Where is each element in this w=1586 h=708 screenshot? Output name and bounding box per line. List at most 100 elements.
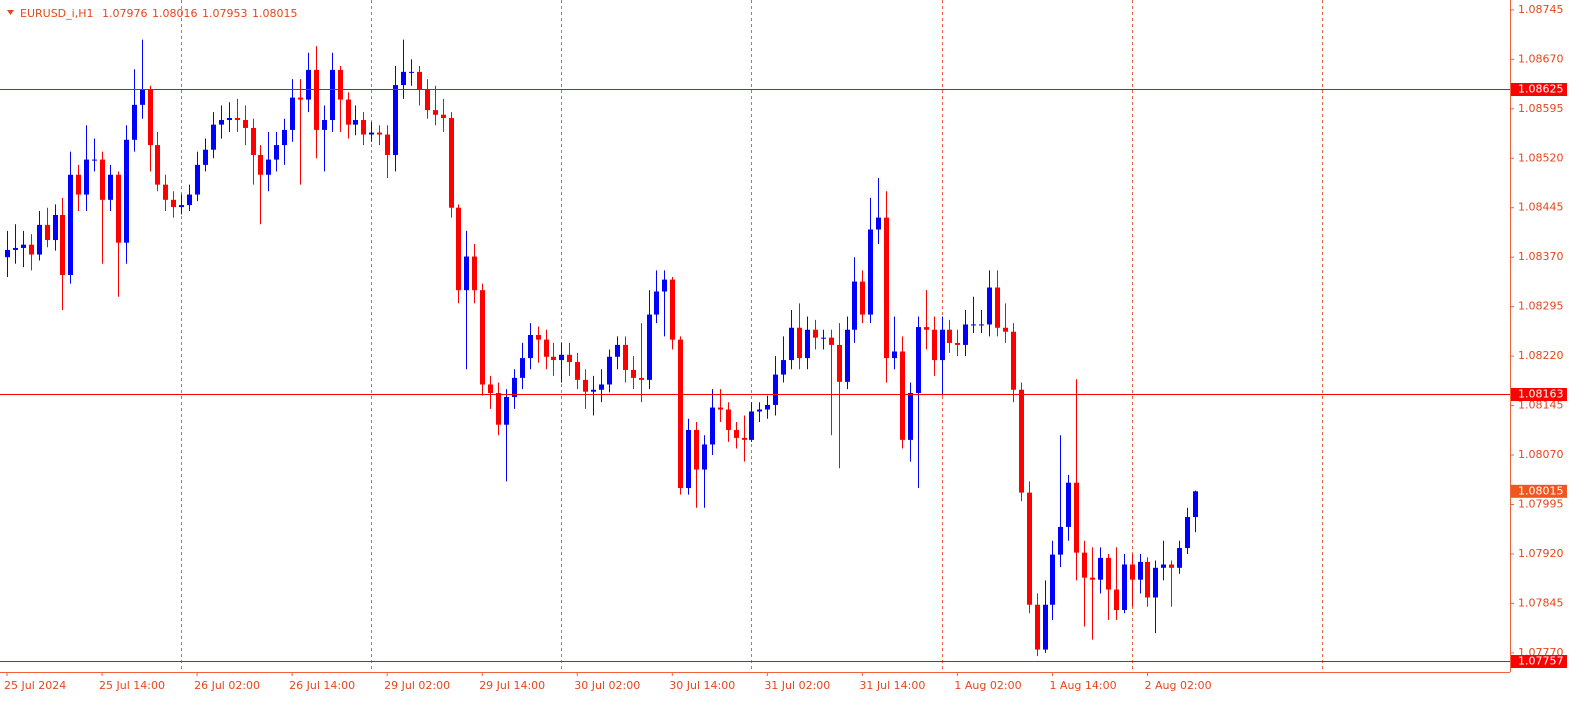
candle-body bbox=[821, 337, 826, 339]
candle-body bbox=[243, 120, 248, 128]
candle-body bbox=[781, 360, 786, 375]
candle-body bbox=[805, 329, 810, 359]
candle-body bbox=[575, 362, 580, 380]
candle-body bbox=[1114, 589, 1119, 611]
candle-body bbox=[615, 344, 620, 357]
candle-body bbox=[726, 409, 731, 430]
candle-body bbox=[393, 85, 398, 155]
y-tick-label: 1.08745 bbox=[1518, 3, 1564, 16]
ohlc-high: 1.08016 bbox=[152, 7, 198, 20]
candle-body bbox=[765, 404, 770, 410]
candle-body bbox=[60, 214, 65, 275]
candle-body bbox=[773, 374, 778, 405]
candle-body bbox=[670, 279, 675, 340]
candle-body bbox=[742, 437, 747, 440]
ohlc-low: 1.07953 bbox=[202, 7, 248, 20]
level-label: 1.08163 bbox=[1518, 388, 1564, 401]
candle-body bbox=[852, 281, 857, 330]
candle-body bbox=[346, 99, 351, 125]
candle-body bbox=[171, 199, 176, 208]
candle-body bbox=[441, 114, 446, 119]
candle-body bbox=[829, 337, 834, 345]
x-tick-label: 25 Jul 14:00 bbox=[99, 679, 165, 692]
candle-body bbox=[932, 329, 937, 361]
candle-body bbox=[979, 324, 984, 326]
candle-body bbox=[290, 97, 295, 130]
candle-body bbox=[1177, 548, 1182, 568]
candle-body bbox=[155, 145, 160, 185]
candle-body bbox=[1050, 554, 1055, 605]
level-box bbox=[1511, 83, 1567, 96]
candle-body bbox=[1019, 389, 1024, 493]
candle-body bbox=[623, 344, 628, 370]
candle-body bbox=[361, 120, 366, 135]
candle-body bbox=[274, 145, 279, 160]
candle-body bbox=[734, 429, 739, 438]
candle-body bbox=[631, 369, 636, 378]
candle-body bbox=[298, 97, 303, 100]
candle-body bbox=[235, 118, 240, 121]
x-tick-label: 26 Jul 14:00 bbox=[289, 679, 355, 692]
candle-body bbox=[599, 384, 604, 390]
candle-body bbox=[884, 217, 889, 359]
candle-body bbox=[1090, 577, 1095, 580]
candle-body bbox=[132, 104, 137, 140]
candle-body bbox=[29, 244, 34, 255]
candle-body bbox=[583, 379, 588, 392]
candle-body bbox=[900, 351, 905, 440]
candle-body bbox=[963, 324, 968, 345]
x-tick-label: 29 Jul 02:00 bbox=[384, 679, 450, 692]
candle-body bbox=[924, 327, 929, 330]
candle-body bbox=[92, 159, 97, 161]
candle-body bbox=[353, 120, 358, 125]
candle-body bbox=[559, 354, 564, 361]
candle-body bbox=[702, 444, 707, 470]
candle-body bbox=[1035, 604, 1040, 650]
candle-body bbox=[338, 69, 343, 100]
candle-body bbox=[710, 407, 715, 445]
candle-body bbox=[868, 229, 873, 315]
y-tick-label: 1.08370 bbox=[1518, 250, 1564, 263]
candle-body bbox=[520, 358, 525, 378]
y-tick-label: 1.08595 bbox=[1518, 102, 1564, 115]
candle-body bbox=[1145, 561, 1150, 598]
current-price-label: 1.08015 bbox=[1518, 484, 1564, 497]
y-tick-label: 1.08145 bbox=[1518, 399, 1564, 412]
x-tick-label: 26 Jul 02:00 bbox=[194, 679, 260, 692]
candle-body bbox=[876, 217, 881, 230]
y-tick-label: 1.08670 bbox=[1518, 52, 1564, 65]
candle-body bbox=[195, 164, 200, 195]
collapse-icon[interactable] bbox=[7, 10, 14, 15]
candle-body bbox=[1161, 564, 1166, 568]
candle-body bbox=[971, 324, 976, 326]
candle-body bbox=[1169, 564, 1174, 568]
candle-body bbox=[536, 335, 541, 340]
candle-body bbox=[68, 174, 73, 275]
candle-body bbox=[488, 384, 493, 394]
candle-body bbox=[251, 127, 256, 155]
candle-body bbox=[860, 281, 865, 315]
x-tick-label: 2 Aug 02:00 bbox=[1144, 679, 1211, 692]
candle-body bbox=[837, 344, 842, 382]
candle-body bbox=[37, 224, 42, 255]
candle-body bbox=[108, 174, 113, 200]
candle-body bbox=[551, 356, 556, 361]
candle-body bbox=[1066, 482, 1071, 527]
candle-body bbox=[987, 287, 992, 325]
candle-body bbox=[718, 407, 723, 410]
candle-body bbox=[607, 356, 612, 385]
candle-body bbox=[425, 89, 430, 111]
candle-body bbox=[219, 120, 224, 125]
candle-body bbox=[1003, 327, 1008, 332]
candle-body bbox=[124, 139, 129, 243]
candle-body bbox=[417, 71, 422, 90]
candle-body bbox=[654, 291, 659, 315]
candle-body bbox=[148, 89, 153, 146]
y-tick-label: 1.07845 bbox=[1518, 596, 1564, 609]
candle-body bbox=[21, 244, 26, 248]
ohlc-close: 1.08015 bbox=[252, 7, 298, 20]
candle-body bbox=[1106, 557, 1111, 590]
candle-body bbox=[449, 118, 454, 208]
candle-body bbox=[116, 174, 121, 243]
candle-body bbox=[203, 149, 208, 165]
